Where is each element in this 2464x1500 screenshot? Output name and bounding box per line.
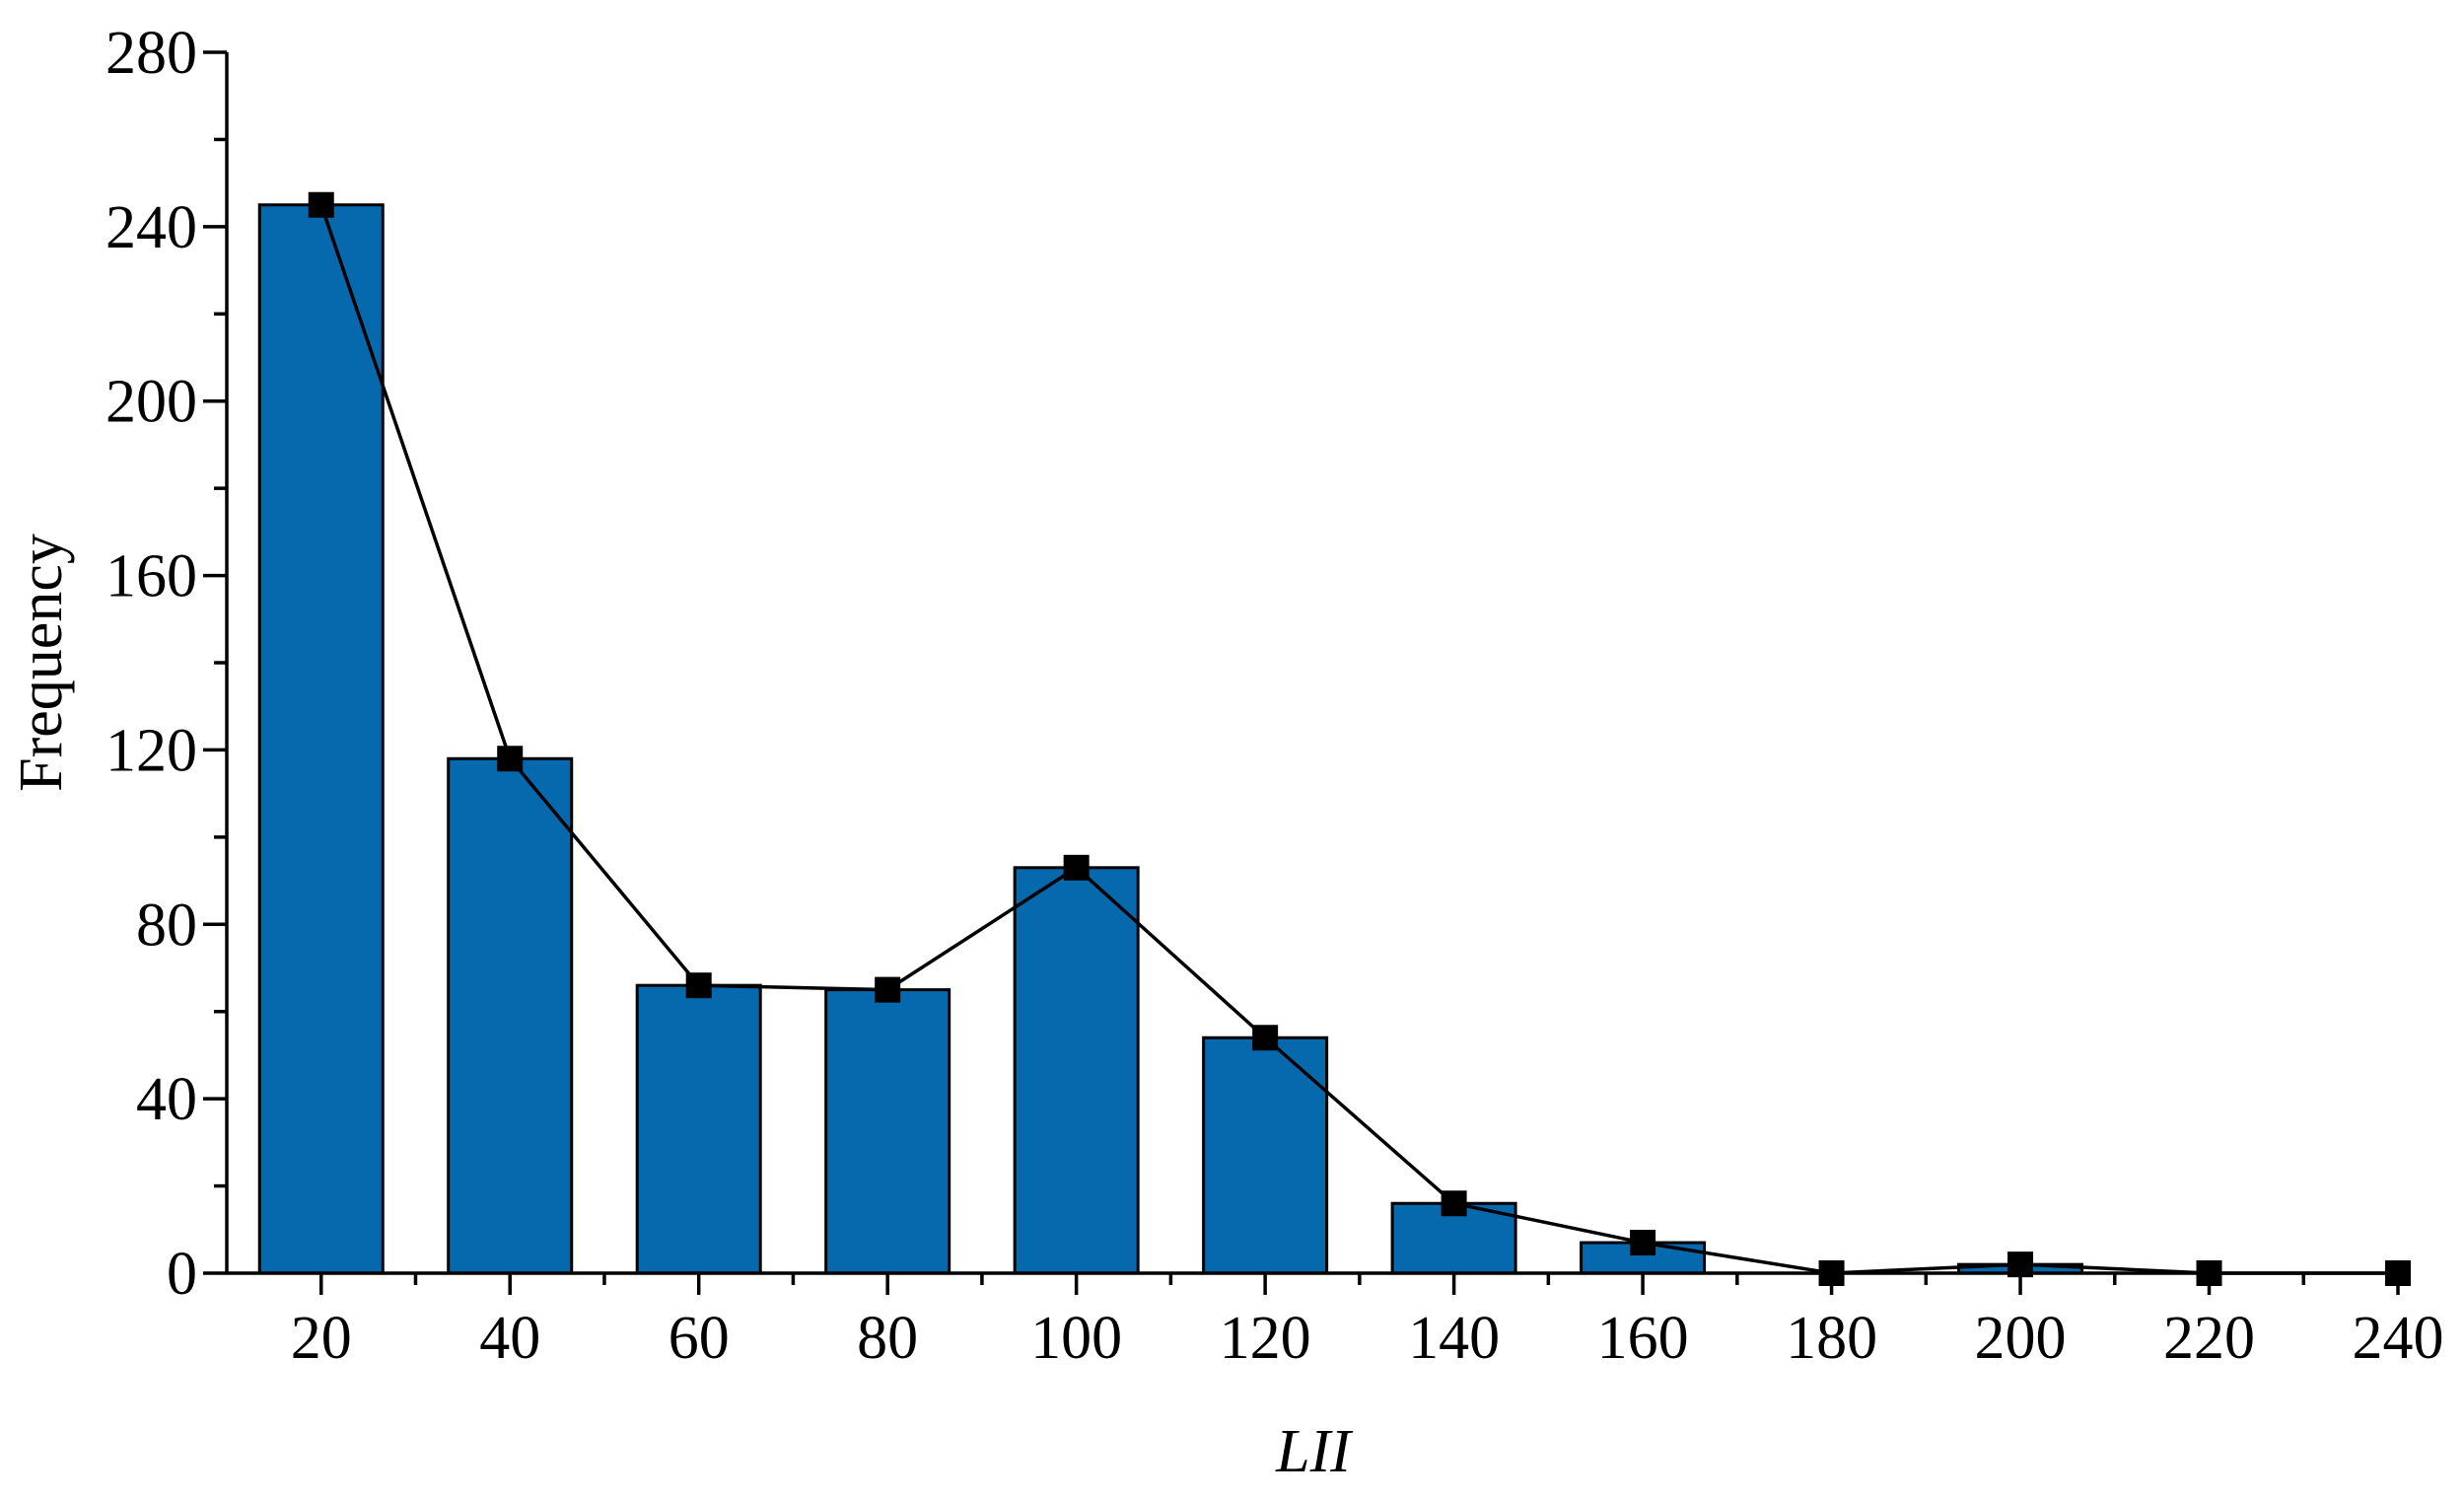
bar-40	[447, 756, 574, 1275]
x-axis-title: LII	[1275, 1418, 1354, 1485]
y-tick-label: 0	[167, 1241, 197, 1308]
x-tick-label: 80	[857, 1305, 918, 1372]
y-tick-label: 160	[106, 543, 197, 610]
x-tick-label: 40	[479, 1305, 540, 1372]
marker-140	[1441, 1190, 1467, 1217]
frequency-line-layer	[308, 191, 2411, 1286]
bar-60	[635, 983, 762, 1275]
marker-160	[1630, 1230, 1656, 1256]
bar-120	[1202, 1036, 1329, 1275]
marker-40	[497, 746, 524, 772]
bars-layer	[257, 203, 2084, 1275]
frequency-line	[319, 204, 2398, 1275]
x-tick-label: 60	[669, 1305, 730, 1372]
y-tick-label: 40	[136, 1066, 197, 1133]
x-tick-label: 160	[1597, 1305, 1689, 1372]
x-tick-label: 120	[1220, 1305, 1311, 1372]
x-tick-label: 140	[1408, 1305, 1500, 1372]
bar-20	[257, 203, 385, 1275]
y-tick-label: 240	[106, 194, 197, 261]
marker-80	[875, 976, 901, 1003]
bar-100	[1013, 866, 1140, 1275]
y-tick-label: 80	[136, 892, 197, 959]
x-tick-label: 100	[1030, 1305, 1122, 1372]
y-tick-label: 120	[106, 717, 197, 784]
x-tick-label: 200	[1975, 1305, 2067, 1372]
marker-60	[685, 972, 712, 999]
bar-80	[824, 988, 951, 1275]
marker-120	[1252, 1025, 1279, 1051]
y-tick-label: 280	[106, 20, 197, 87]
y-axis-title: Frequency	[8, 534, 75, 792]
x-tick-label: 20	[291, 1305, 352, 1372]
x-tick-label: 220	[2163, 1305, 2255, 1372]
x-tick-label: 180	[1786, 1305, 1877, 1372]
marker-20	[308, 191, 334, 218]
x-tick-label: 240	[2353, 1305, 2444, 1372]
y-tick-label: 200	[106, 369, 197, 436]
tick-labels-layer: 0 40 80 120 160 200 240 280 20 40 60 80 100 120 140 160…	[106, 20, 2444, 1372]
marker-100	[1063, 854, 1090, 881]
ticks-layer	[203, 50, 2400, 1295]
